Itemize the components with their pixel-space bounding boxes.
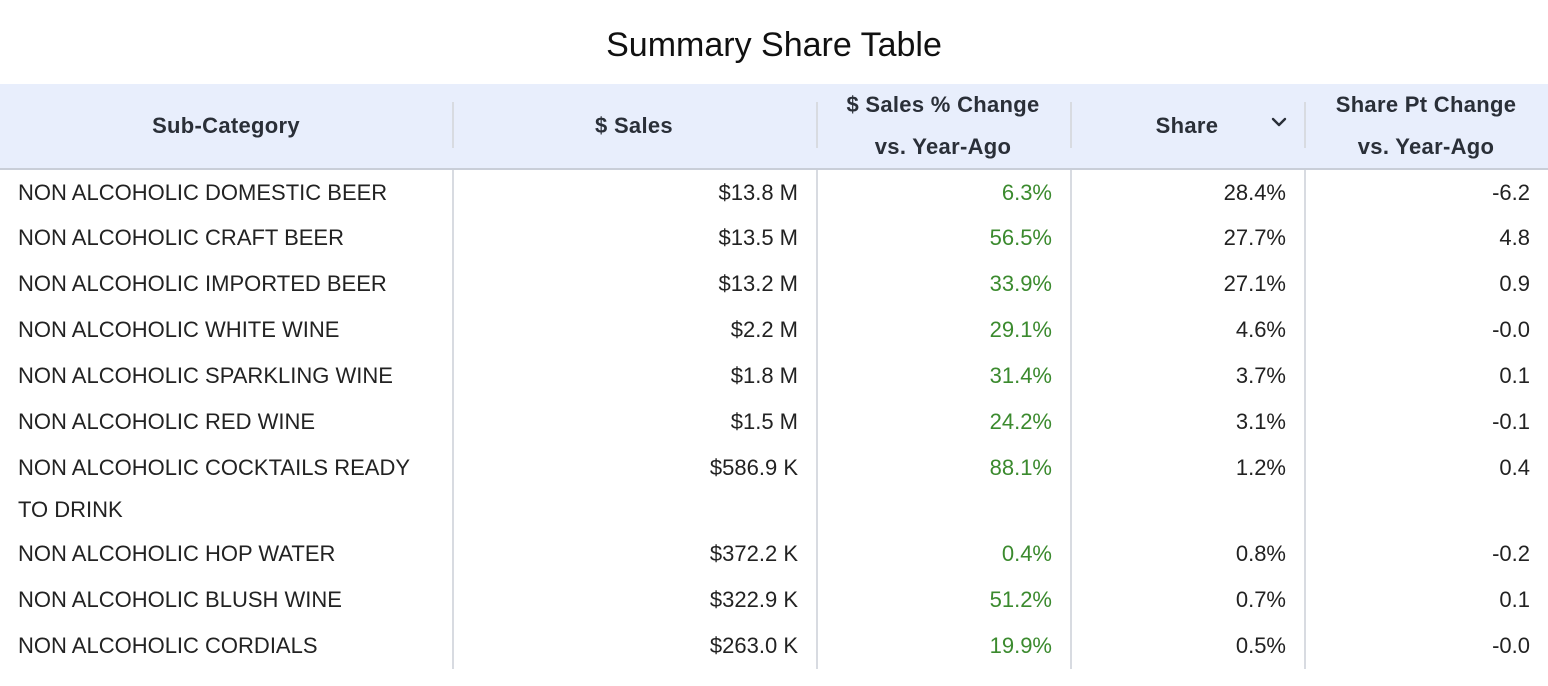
cell-sub-category: NON ALCOHOLIC WHITE WINE — [18, 317, 340, 342]
table-header: Sub-Category $ Sales $ Sales % Change vs.… — [0, 84, 1548, 169]
table-row[interactable]: NON ALCOHOLIC COCKTAILS READY TO DRINK $5… — [0, 445, 1548, 531]
cell-sales-pct-change: 19.9% — [816, 623, 1070, 669]
column-header-label: Share — [1155, 113, 1219, 138]
column-header-sales-pct-change[interactable]: $ Sales % Change vs. Year-Ago — [816, 84, 1070, 169]
cell-sales: $586.9 K — [452, 445, 816, 531]
cell-share-pt-change: 0.9 — [1304, 261, 1548, 307]
cell-sales: $2.2 M — [452, 307, 816, 353]
column-header-label-line1: Share Pt Change — [1335, 92, 1517, 117]
cell-share-pt-change: -0.0 — [1304, 623, 1548, 669]
header-row: Sub-Category $ Sales $ Sales % Change vs.… — [0, 84, 1548, 169]
table-row[interactable]: NON ALCOHOLIC CRAFT BEER $13.5 M 56.5% 27.7… — [0, 215, 1548, 261]
column-header-sub-category[interactable]: Sub-Category — [0, 84, 452, 169]
column-header-label-line2: vs. Year-Ago — [1357, 134, 1495, 159]
column-header-share-pt-change[interactable]: Share Pt Change vs. Year-Ago — [1304, 84, 1548, 169]
cell-share-pt-change: -6.2 — [1304, 169, 1548, 215]
cell-share-pt-change: 4.8 — [1304, 215, 1548, 261]
cell-sales: $263.0 K — [452, 623, 816, 669]
cell-sales: $372.2 K — [452, 531, 816, 577]
cell-sub-category: NON ALCOHOLIC IMPORTED BEER — [18, 271, 387, 296]
cell-sales: $1.5 M — [452, 399, 816, 445]
cell-share-pt-change: -0.1 — [1304, 399, 1548, 445]
cell-sub-category: NON ALCOHOLIC CRAFT BEER — [18, 225, 344, 250]
cell-sub-category: NON ALCOHOLIC DOMESTIC BEER — [18, 180, 388, 205]
table-row[interactable]: NON ALCOHOLIC WHITE WINE $2.2 M 29.1% 4.6% -… — [0, 307, 1548, 353]
cell-share-pt-change: 0.1 — [1304, 577, 1548, 623]
column-header-label: Sub-Category — [152, 113, 300, 138]
cell-share: 4.6% — [1070, 307, 1304, 353]
table-title: Summary Share Table — [606, 26, 942, 64]
cell-sales: $13.2 M — [452, 261, 816, 307]
cell-sub-category: NON ALCOHOLIC CORDIALS — [18, 633, 318, 658]
cell-sales-pct-change: 33.9% — [816, 261, 1070, 307]
cell-sales-pct-change: 0.4% — [816, 531, 1070, 577]
cell-sales: $1.8 M — [452, 353, 816, 399]
chevron-down-icon[interactable] — [1270, 113, 1288, 131]
cell-share-pt-change: 0.4 — [1304, 445, 1548, 531]
cell-share-pt-change: 0.1 — [1304, 353, 1548, 399]
cell-share-pt-change: -0.2 — [1304, 531, 1548, 577]
cell-share: 27.7% — [1070, 215, 1304, 261]
cell-sub-category: NON ALCOHOLIC SPARKLING WINE — [18, 363, 393, 388]
table-row[interactable]: NON ALCOHOLIC BLUSH WINE $322.9 K 51.2% 0.7… — [0, 577, 1548, 623]
cell-sales-pct-change: 6.3% — [816, 169, 1070, 215]
cell-share: 27.1% — [1070, 261, 1304, 307]
column-header-label-line1: $ Sales % Change — [846, 92, 1040, 117]
cell-share: 1.2% — [1070, 445, 1304, 531]
cell-sales: $13.5 M — [452, 215, 816, 261]
cell-sales: $322.9 K — [452, 577, 816, 623]
cell-sales: $13.8 M — [452, 169, 816, 215]
table-row[interactable]: NON ALCOHOLIC SPARKLING WINE $1.8 M 31.4% 3… — [0, 353, 1548, 399]
cell-sub-category: NON ALCOHOLIC RED WINE — [18, 409, 316, 434]
cell-share: 28.4% — [1070, 169, 1304, 215]
table-row[interactable]: NON ALCOHOLIC DOMESTIC BEER $13.8 M 6.3% 28… — [0, 169, 1548, 215]
cell-sub-category: NON ALCOHOLIC COCKTAILS READY TO DRINK — [18, 455, 410, 522]
cell-share-pt-change: -0.0 — [1304, 307, 1548, 353]
cell-sub-category: NON ALCOHOLIC HOP WATER — [18, 541, 336, 566]
cell-share: 0.5% — [1070, 623, 1304, 669]
cell-share: 3.1% — [1070, 399, 1304, 445]
table-row[interactable]: NON ALCOHOLIC RED WINE $1.5 M 24.2% 3.1% -0.… — [0, 399, 1548, 445]
column-header-label: $ Sales — [595, 113, 673, 138]
table-row[interactable]: NON ALCOHOLIC IMPORTED BEER $13.2 M 33.9% 2… — [0, 261, 1548, 307]
column-header-label-line2: vs. Year-Ago — [874, 134, 1012, 159]
cell-sales-pct-change: 24.2% — [816, 399, 1070, 445]
cell-sales-pct-change: 56.5% — [816, 215, 1070, 261]
column-header-share[interactable]: Share — [1070, 84, 1304, 169]
cell-sales-pct-change: 29.1% — [816, 307, 1070, 353]
cell-sales-pct-change: 51.2% — [816, 577, 1070, 623]
cell-share: 0.7% — [1070, 577, 1304, 623]
cell-share: 3.7% — [1070, 353, 1304, 399]
cell-sales-pct-change: 88.1% — [816, 445, 1070, 531]
cell-sub-category: NON ALCOHOLIC BLUSH WINE — [18, 587, 342, 612]
table-row[interactable]: NON ALCOHOLIC CORDIALS $263.0 K 19.9% 0.5% -… — [0, 623, 1548, 669]
summary-share-table: Sub-Category $ Sales $ Sales % Change vs.… — [0, 84, 1548, 669]
table-body: NON ALCOHOLIC DOMESTIC BEER $13.8 M 6.3% 28… — [0, 169, 1548, 669]
cell-sales-pct-change: 31.4% — [816, 353, 1070, 399]
column-header-sales[interactable]: $ Sales — [452, 84, 816, 169]
table-row[interactable]: NON ALCOHOLIC HOP WATER $372.2 K 0.4% 0.8% -… — [0, 531, 1548, 577]
cell-share: 0.8% — [1070, 531, 1304, 577]
